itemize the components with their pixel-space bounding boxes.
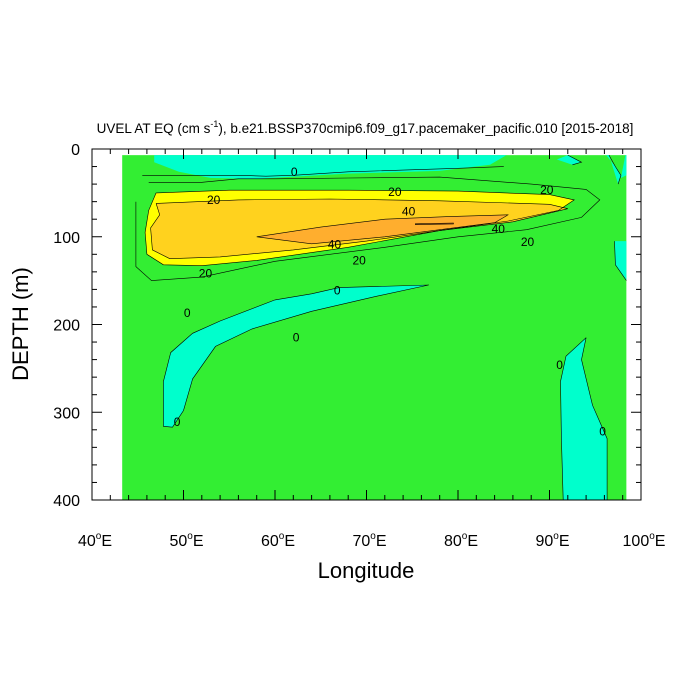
y-tick-label-300: 300 <box>53 405 80 422</box>
contour-label-1: 20 <box>207 193 221 207</box>
contour-label-7: 20 <box>521 235 535 249</box>
x-tick-label-80: 80oE <box>444 531 478 550</box>
y-tick-label-200: 200 <box>53 318 80 335</box>
contour-label-11: 0 <box>184 306 191 320</box>
contour-line-1 <box>135 176 601 281</box>
contour-label-8: 20 <box>353 253 367 267</box>
contour-line-4 <box>256 214 509 245</box>
contour-label-2: 20 <box>388 185 402 199</box>
y-axis-title: DEPTH (m) <box>8 267 33 381</box>
region-below-0-5 <box>560 337 608 500</box>
contour-line-9 <box>608 154 622 185</box>
y-tick-label-0: 0 <box>71 142 80 159</box>
contour-label-12: 0 <box>293 331 300 345</box>
x-tick-label-40: 40oE <box>78 531 112 550</box>
region-below-0-6 <box>614 241 627 281</box>
region-below-0-1 <box>556 155 582 165</box>
region-below-0-2 <box>606 155 621 185</box>
contour-label-0: 0 <box>291 165 298 179</box>
contour-label-5: 40 <box>492 222 506 236</box>
contour-line-3 <box>150 198 568 260</box>
x-tick-label-100: 100oE <box>623 531 666 550</box>
contour-label-14: 0 <box>556 358 563 372</box>
contour-line-0 <box>142 166 504 177</box>
y-tick-label-100: 100 <box>53 230 80 247</box>
contour-line-11 <box>614 241 627 281</box>
region-below-0-4 <box>163 285 429 428</box>
data-layer <box>122 155 627 500</box>
region-60-to-80-9 <box>256 214 509 244</box>
x-tick-label-90: 90oE <box>535 531 569 550</box>
contour-line-8 <box>560 337 587 500</box>
contour-label-4: 40 <box>402 204 416 218</box>
region-below-0-0 <box>154 155 507 179</box>
x-tick-label-60: 60oE <box>261 531 295 550</box>
contour-line-7 <box>581 337 608 500</box>
contour-label-13: 0 <box>174 415 181 429</box>
title-exponent: -1 <box>210 119 218 129</box>
x-axis-title: Longitude <box>318 558 415 583</box>
x-tick-label-50: 50oE <box>169 531 203 550</box>
contour-label-6: 40 <box>328 238 342 252</box>
region-below-0-3 <box>620 155 627 178</box>
x-tick-label-70: 70oE <box>352 531 386 550</box>
contour-label-9: 20 <box>199 267 213 281</box>
contour-line-6 <box>163 284 429 428</box>
contour-line-10 <box>567 154 583 166</box>
plot-title: UVEL AT EQ (cm s-1), b.e21.BSSP370cmip6.… <box>97 119 634 136</box>
x-tick-labels: 40oE 50oE 60oE 70oE 80oE 90oE 100oE <box>78 531 665 550</box>
contour-label-3: 20 <box>540 183 554 197</box>
contour-line-5 <box>414 222 454 225</box>
title-variable: UVEL AT EQ (cm s <box>97 121 211 136</box>
contour-lines <box>135 154 627 500</box>
title-rest: ), b.e21.BSSP370cmip6.f09_g17.pacemaker_… <box>218 121 633 136</box>
contour-label-15: 0 <box>599 425 606 439</box>
axis-ticks <box>91 148 642 501</box>
y-tick-label-400: 400 <box>53 493 80 510</box>
contour-label-10: 0 <box>334 283 341 297</box>
y-tick-labels: 0 100 200 300 400 <box>53 142 80 510</box>
